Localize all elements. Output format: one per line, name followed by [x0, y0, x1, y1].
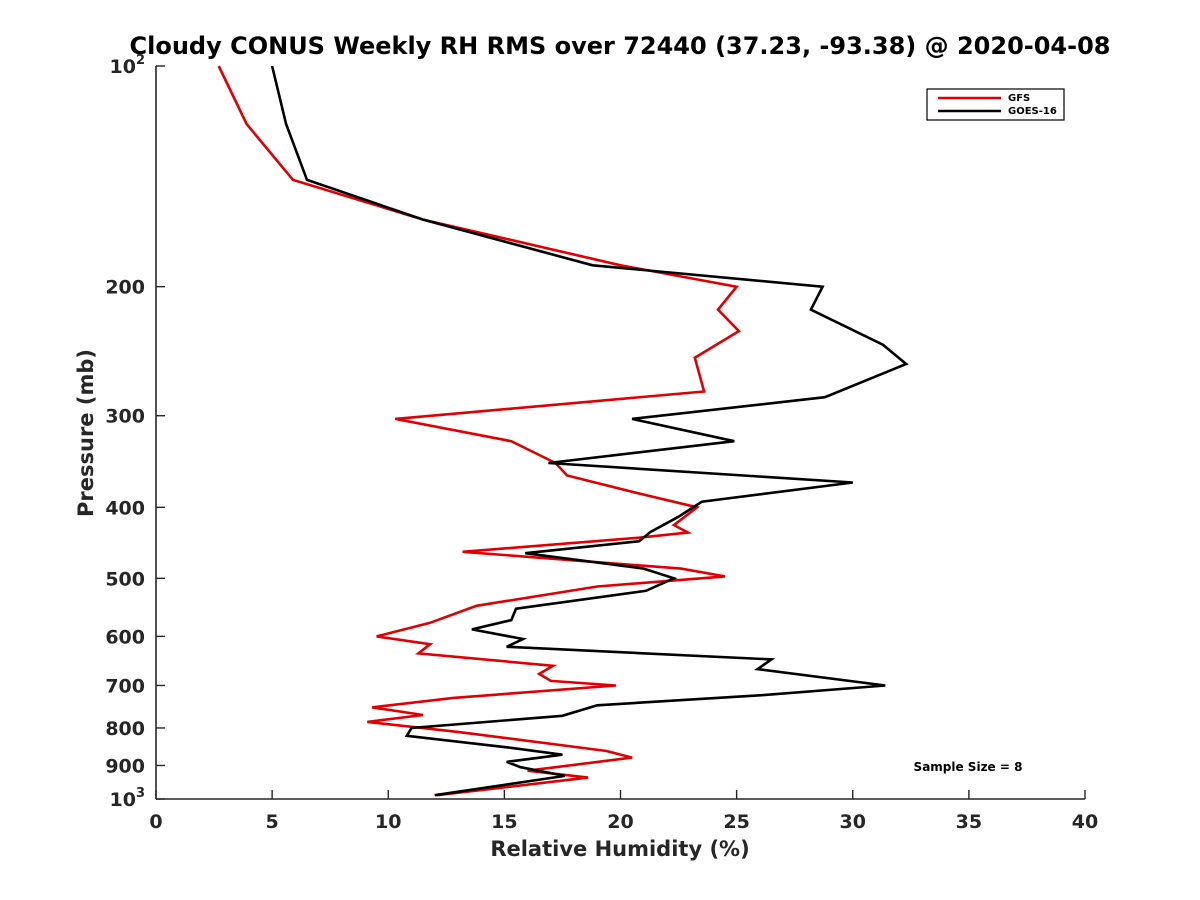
- legend-label-goes-16: GOES-16: [1008, 106, 1057, 117]
- ticks: 0 5 10 15 20 25 30 35 40 102 200 300 400 500 600 700 800…: [105, 53, 1098, 833]
- y-tick-label: 102: [110, 53, 146, 78]
- x-tick-label: 35: [956, 811, 982, 833]
- y-tick-label: 103: [110, 786, 146, 811]
- y-tick-label: 600: [105, 626, 145, 648]
- x-axis-label: Relative Humidity (%): [490, 837, 749, 861]
- y-axis-label: Pressure (mb): [74, 349, 98, 517]
- x-tick-label: 25: [723, 811, 749, 833]
- x-tick-label: 20: [607, 811, 633, 833]
- series-line-gfs: [217, 65, 741, 797]
- chart-title: Cloudy CONUS Weekly RH RMS over 72440 (3…: [130, 32, 1111, 60]
- y-tick-label: 800: [105, 718, 145, 740]
- y-tick-label: 300: [105, 406, 145, 428]
- x-tick-label: 30: [840, 811, 866, 833]
- x-tick-label: 40: [1072, 811, 1098, 833]
- series-line-goes-16: [270, 65, 909, 797]
- series-lines: [217, 65, 909, 797]
- y-tick-label: 400: [105, 497, 145, 519]
- legend-label-gfs: GFS: [1008, 93, 1030, 104]
- x-tick-label: 15: [491, 811, 517, 833]
- y-tick-label: 900: [105, 755, 145, 777]
- legend-box: [926, 88, 1065, 121]
- x-tick-label: 10: [375, 811, 401, 833]
- x-tick-label: 5: [266, 811, 279, 833]
- y-tick-label: 700: [105, 675, 145, 697]
- y-tick-label: 500: [105, 568, 145, 590]
- y-tick-label: 200: [105, 277, 145, 299]
- sample-size-annotation: Sample Size = 8: [914, 760, 1023, 774]
- legend: GFS GOES-16: [926, 88, 1065, 121]
- x-tick-label: 0: [149, 811, 162, 833]
